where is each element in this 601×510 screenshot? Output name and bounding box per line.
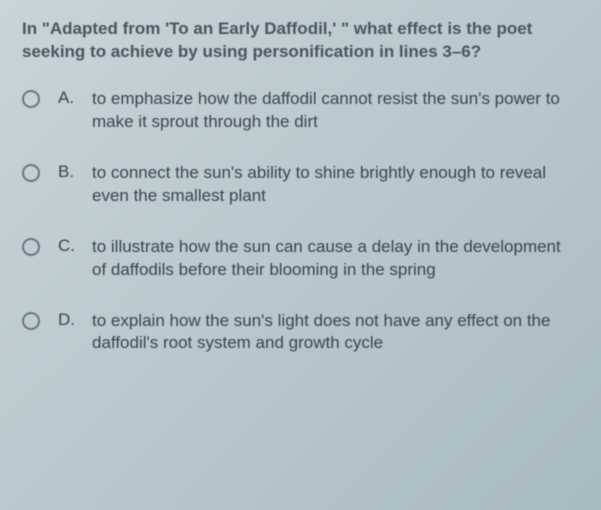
radio-icon[interactable]: [22, 312, 40, 330]
radio-icon[interactable]: [22, 164, 40, 182]
options-list: A. to emphasize how the daffodil cannot …: [22, 88, 579, 356]
option-body: D. to explain how the sun's light does n…: [58, 310, 579, 356]
option-a[interactable]: A. to emphasize how the daffodil cannot …: [22, 88, 579, 134]
option-body: A. to emphasize how the daffodil cannot …: [58, 88, 579, 134]
option-letter: B.: [58, 162, 80, 208]
option-text: to emphasize how the daffodil cannot res…: [92, 88, 579, 134]
question-text: In "Adapted from 'To an Early Daffodil,'…: [22, 18, 579, 64]
option-letter: D.: [58, 310, 80, 356]
radio-icon[interactable]: [22, 90, 40, 108]
option-body: C. to illustrate how the sun can cause a…: [58, 236, 579, 282]
option-d[interactable]: D. to explain how the sun's light does n…: [22, 310, 579, 356]
option-letter: C.: [58, 236, 80, 282]
option-b[interactable]: B. to connect the sun's ability to shine…: [22, 162, 579, 208]
option-text: to illustrate how the sun can cause a de…: [92, 236, 579, 282]
option-c[interactable]: C. to illustrate how the sun can cause a…: [22, 236, 579, 282]
option-letter: A.: [58, 88, 80, 134]
option-body: B. to connect the sun's ability to shine…: [58, 162, 579, 208]
option-text: to explain how the sun's light does not …: [92, 310, 579, 356]
option-text: to connect the sun's ability to shine br…: [92, 162, 579, 208]
radio-icon[interactable]: [22, 238, 40, 256]
